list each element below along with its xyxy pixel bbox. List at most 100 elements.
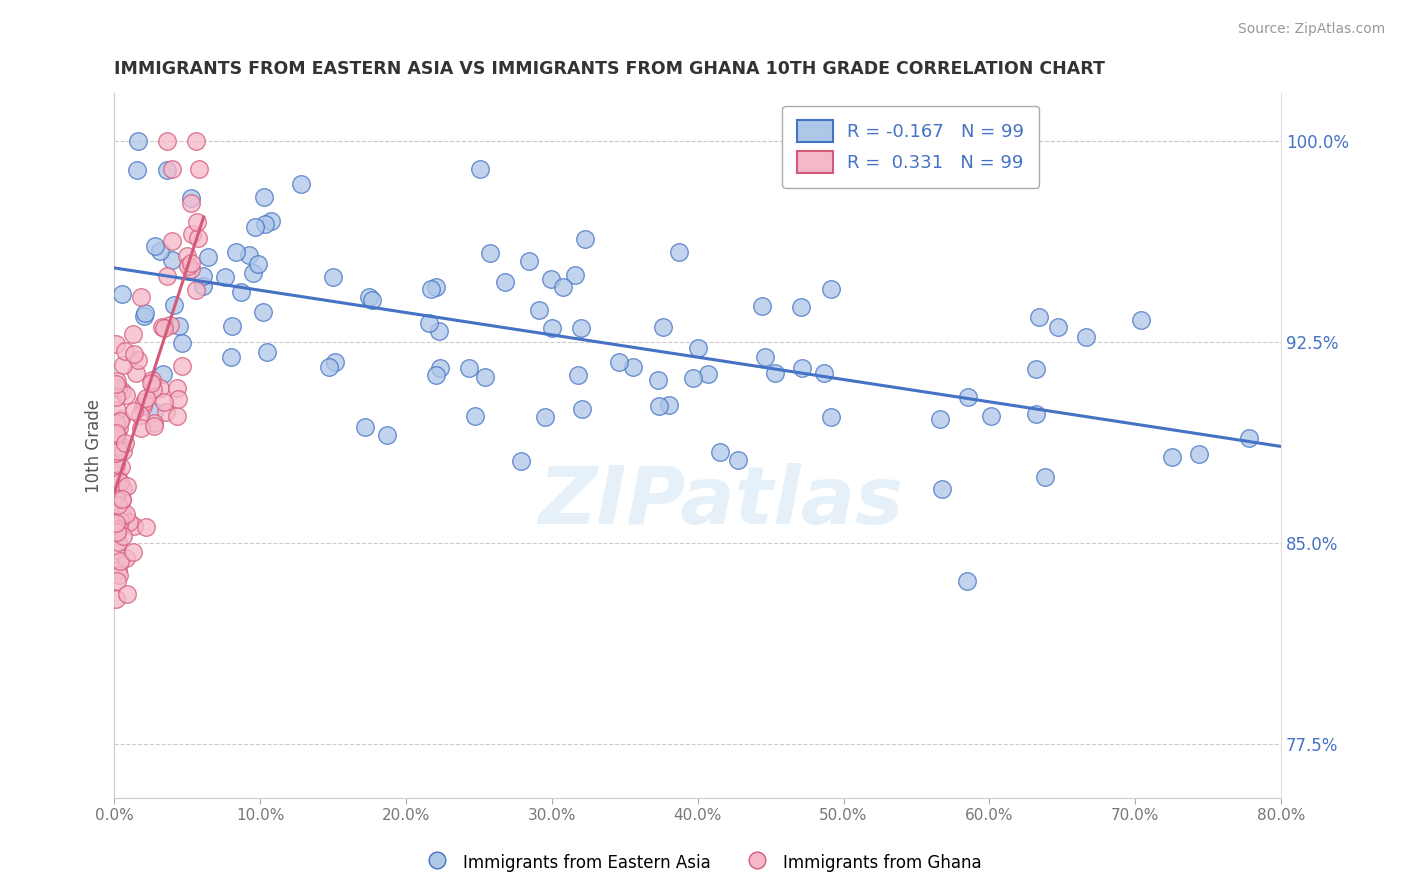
Point — [652, 320, 675, 334]
Point — [107, 374, 129, 388]
Point — [110, 412, 132, 426]
Point — [107, 420, 129, 434]
Point — [104, 457, 127, 471]
Point — [141, 373, 163, 387]
Point — [107, 381, 129, 395]
Point — [191, 278, 214, 293]
Point — [153, 395, 176, 409]
Point — [104, 337, 127, 351]
Point — [668, 245, 690, 260]
Point — [318, 359, 340, 374]
Point — [253, 190, 276, 204]
Point — [108, 553, 131, 567]
Point — [108, 514, 131, 528]
Point — [647, 373, 669, 387]
Point — [134, 309, 156, 323]
Point — [754, 350, 776, 364]
Point — [242, 266, 264, 280]
Point — [118, 515, 141, 529]
Point — [553, 279, 575, 293]
Point — [353, 420, 375, 434]
Point — [527, 302, 550, 317]
Point — [108, 414, 131, 428]
Point — [152, 367, 174, 381]
Point — [494, 275, 516, 289]
Point — [111, 491, 134, 506]
Point — [108, 517, 131, 532]
Point — [359, 290, 381, 304]
Point — [114, 436, 136, 450]
Point — [162, 297, 184, 311]
Point — [180, 262, 202, 277]
Point — [156, 163, 179, 178]
Point — [107, 473, 129, 487]
Point — [110, 287, 132, 301]
Point — [569, 321, 592, 335]
Point — [181, 227, 204, 241]
Point — [790, 300, 813, 314]
Point — [517, 253, 540, 268]
Point — [648, 400, 671, 414]
Point — [150, 319, 173, 334]
Point — [1028, 310, 1050, 324]
Point — [468, 161, 491, 176]
Point — [111, 443, 134, 458]
Point — [104, 417, 127, 431]
Point — [567, 368, 589, 382]
Point — [418, 316, 440, 330]
Point — [105, 574, 128, 588]
Point — [751, 299, 773, 313]
Point — [149, 244, 172, 258]
Point — [246, 257, 269, 271]
Point — [229, 285, 252, 299]
Point — [107, 522, 129, 536]
Point — [980, 409, 1002, 424]
Point — [820, 282, 842, 296]
Point — [143, 239, 166, 253]
Point — [167, 319, 190, 334]
Point — [111, 483, 134, 497]
Point — [107, 563, 129, 577]
Point — [135, 520, 157, 534]
Point — [172, 359, 194, 373]
Point — [125, 367, 148, 381]
Point — [104, 516, 127, 531]
Point — [253, 218, 276, 232]
Point — [107, 498, 129, 512]
Point — [105, 525, 128, 540]
Point — [187, 231, 209, 245]
Point — [727, 453, 749, 467]
Text: IMMIGRANTS FROM EASTERN ASIA VS IMMIGRANTS FROM GHANA 10TH GRADE CORRELATION CHA: IMMIGRANTS FROM EASTERN ASIA VS IMMIGRAN… — [114, 60, 1105, 78]
Point — [135, 391, 157, 405]
Point — [134, 306, 156, 320]
Point — [1160, 450, 1182, 465]
Point — [170, 336, 193, 351]
Point — [820, 410, 842, 425]
Point — [540, 272, 562, 286]
Point — [143, 419, 166, 434]
Point — [104, 522, 127, 536]
Point — [142, 382, 165, 396]
Point — [156, 134, 179, 148]
Point — [1047, 319, 1070, 334]
Point — [139, 376, 162, 390]
Point — [129, 421, 152, 435]
Point — [375, 428, 398, 442]
Point — [184, 283, 207, 297]
Point — [153, 321, 176, 335]
Point — [122, 404, 145, 418]
Point — [1074, 330, 1097, 344]
Point — [956, 390, 979, 404]
Point — [425, 280, 447, 294]
Point — [114, 344, 136, 359]
Point — [186, 215, 208, 229]
Point — [1025, 362, 1047, 376]
Point — [107, 440, 129, 454]
Point — [697, 367, 720, 381]
Point — [104, 426, 127, 441]
Point — [122, 545, 145, 559]
Point — [176, 249, 198, 263]
Point — [956, 574, 979, 588]
Point — [108, 475, 131, 489]
Point — [166, 409, 188, 423]
